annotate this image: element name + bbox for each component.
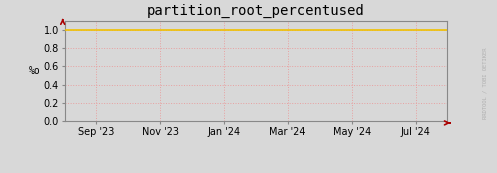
Text: RRDTOOL / TOBI OETIKER: RRDTOOL / TOBI OETIKER bbox=[482, 47, 487, 119]
Title: partition_root_percentused: partition_root_percentused bbox=[147, 4, 365, 18]
Y-axis label: %o: %o bbox=[29, 66, 41, 76]
